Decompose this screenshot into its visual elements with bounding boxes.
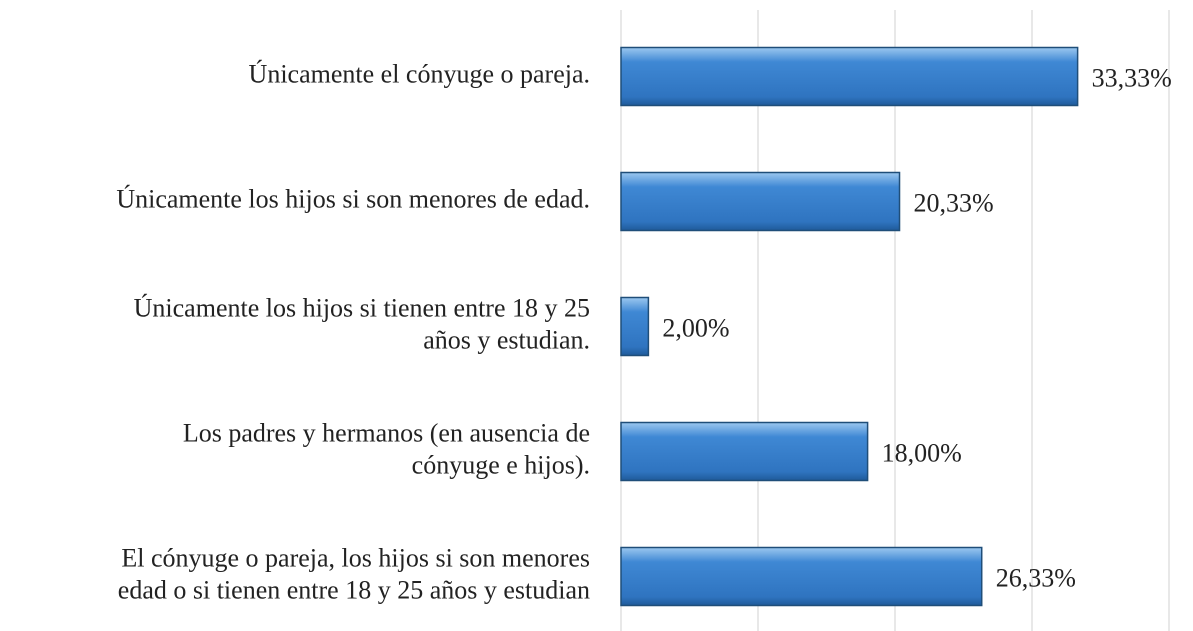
- y-tick-label: Únicamente los hijos si tienen entre 18 …: [134, 293, 590, 322]
- y-tick-label: Los padres y hermanos (en ausencia de: [183, 418, 590, 447]
- y-tick-label: años y estudian.: [423, 325, 590, 354]
- y-tick-label: Únicamente el cónyuge o pareja.: [249, 59, 590, 88]
- data-label: 2,00%: [662, 313, 729, 342]
- data-label: 26,33%: [996, 563, 1076, 592]
- bar: [620, 421, 869, 482]
- data-label: 18,00%: [882, 438, 962, 467]
- y-tick-label: cónyuge e hijos).: [412, 450, 590, 479]
- bar: [620, 171, 901, 232]
- y-tick-label: El cónyuge o pareja, los hijos si son me…: [121, 543, 590, 572]
- y-tick-label: edad o si tienen entre 18 y 25 años y es…: [118, 575, 590, 604]
- bar: [620, 296, 650, 357]
- y-tick-label: Únicamente los hijos si son menores de e…: [116, 184, 590, 213]
- bar: [620, 546, 983, 607]
- data-label: 20,33%: [914, 188, 994, 217]
- bar: [620, 46, 1079, 107]
- data-label: 33,33%: [1092, 63, 1172, 92]
